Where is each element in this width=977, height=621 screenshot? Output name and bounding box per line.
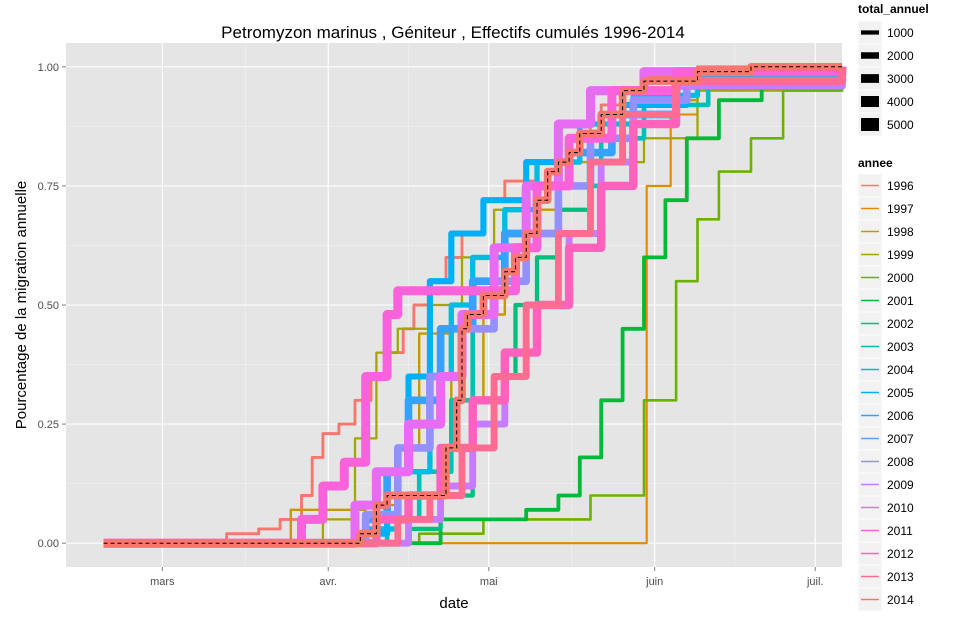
color-legend-label: 2001 — [887, 294, 914, 308]
size-legend-label: 4000 — [887, 95, 914, 109]
x-axis-title: date — [439, 595, 468, 612]
color-legend-label: 2002 — [887, 317, 914, 331]
series-line-2013 — [103, 66, 846, 547]
x-tick-label: mai — [480, 576, 498, 588]
color-legend-label: 2004 — [887, 363, 914, 377]
color-legend-label: 2009 — [887, 478, 914, 492]
x-tick-label: mars — [150, 576, 175, 588]
color-legend-label: 2012 — [887, 547, 914, 561]
y-tick-label: 0.25 — [38, 419, 59, 431]
color-legend-label: 2014 — [887, 593, 914, 607]
color-legend: annee 1996 1997 1998 1999 2000 2001 2002 2003 20… — [857, 156, 914, 612]
color-legend-label: 2011 — [887, 524, 913, 538]
y-tick-label: 0.00 — [38, 538, 59, 550]
color-legend-label: 2005 — [887, 386, 914, 400]
color-legend-label: 1996 — [887, 179, 914, 193]
series-line-2000 — [103, 66, 844, 545]
series-layer — [103, 62, 847, 548]
y-tick-label: 1.00 — [38, 62, 59, 74]
color-legend-label: 2013 — [887, 570, 914, 584]
x-tick-label: avr. — [319, 576, 337, 588]
series-line-2004 — [103, 66, 845, 546]
x-axis-ticks: mars avr. mai juin juil. — [150, 567, 823, 588]
color-legend-label: 1998 — [887, 225, 914, 239]
color-legend-label: 1999 — [887, 248, 914, 262]
color-legend-label: 1997 — [887, 202, 914, 216]
chart-title: Petromyzon marinus , Géniteur , Effectif… — [221, 23, 685, 42]
series-dashed-overlay-2014 — [103, 66, 842, 544]
color-legend-label: 2006 — [887, 409, 914, 423]
series-line-2001 — [103, 66, 844, 546]
y-tick-label: 0.50 — [38, 300, 59, 312]
y-tick-label: 0.75 — [38, 181, 59, 193]
y-axis-ticks: 0.00 0.25 0.50 0.75 1.00 — [38, 62, 66, 550]
size-legend-label: 2000 — [887, 49, 914, 63]
size-legend: total_annuel 1000 2000 3000 4000 5000 — [857, 2, 929, 137]
size-legend-label: 3000 — [887, 72, 914, 86]
size-legend-title: total_annuel — [858, 2, 929, 16]
series-line-2011 — [103, 66, 847, 548]
x-tick-label: juin — [645, 576, 663, 588]
color-legend-label: 2008 — [887, 455, 914, 469]
color-legend-label: 2007 — [887, 432, 914, 446]
y-axis-title: Pourcentage de la migration annuelle — [13, 181, 30, 430]
x-tick-label: juil. — [806, 576, 824, 588]
color-legend-label: 2000 — [887, 271, 914, 285]
color-legend-label: 2003 — [887, 340, 914, 354]
series-line-2007 — [103, 66, 846, 548]
size-legend-label: 5000 — [887, 118, 914, 132]
size-legend-label: 1000 — [887, 26, 914, 40]
color-legend-label: 2010 — [887, 501, 914, 515]
color-legend-title: annee — [858, 156, 893, 170]
